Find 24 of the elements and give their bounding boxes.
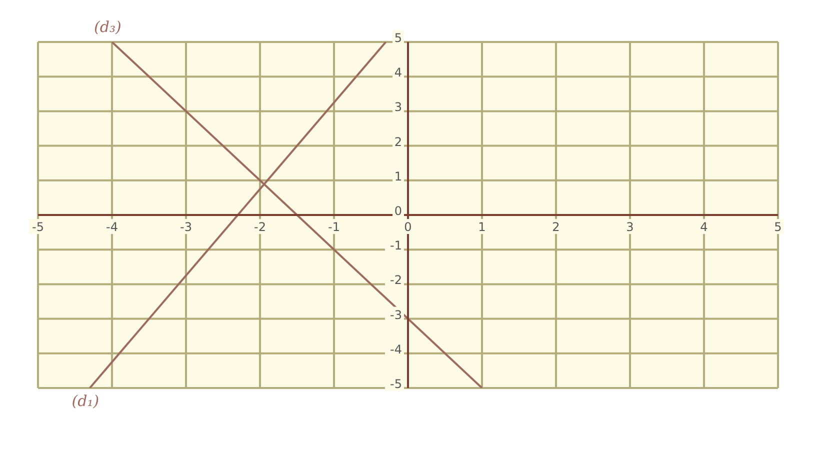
series-label: (d₁) xyxy=(72,392,100,410)
x-tick-label: -1 xyxy=(328,220,340,234)
x-tick-label: 4 xyxy=(700,220,708,234)
y-tick-label: -4 xyxy=(390,342,402,356)
y-tick-label: -1 xyxy=(390,238,402,253)
x-tick-label: 1 xyxy=(478,220,486,234)
y-tick-label: 3 xyxy=(394,100,402,114)
y-tick-label: -2 xyxy=(390,273,402,288)
x-tick-label: -5 xyxy=(32,220,44,234)
x-tick-label: 0 xyxy=(404,220,412,234)
x-tick-label: 5 xyxy=(774,220,782,234)
x-tick-label: 3 xyxy=(626,220,634,234)
y-tick-label: 1 xyxy=(394,169,402,184)
series-label: (d₃) xyxy=(94,18,122,36)
x-tick-label: -2 xyxy=(254,220,266,234)
y-tick-label: 2 xyxy=(394,134,402,149)
y-tick-label: 4 xyxy=(394,66,402,80)
y-tick-label: 0 xyxy=(394,204,402,218)
y-tick-label: -3 xyxy=(390,308,402,322)
x-tick-label: -3 xyxy=(180,220,192,234)
y-tick-label: -5 xyxy=(390,377,402,391)
y-tick-label: 5 xyxy=(394,31,402,45)
x-tick-label: -4 xyxy=(106,220,118,234)
x-tick-label: 2 xyxy=(552,220,560,234)
